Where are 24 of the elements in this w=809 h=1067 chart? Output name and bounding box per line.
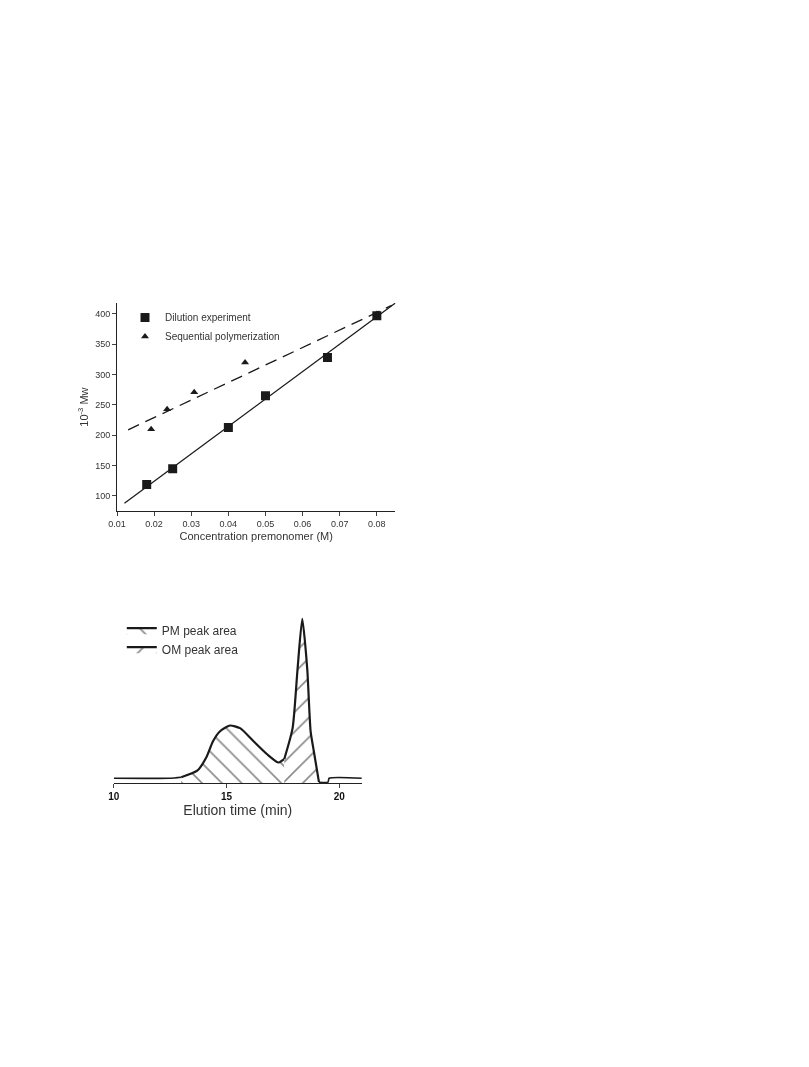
x-tick-label: 15 xyxy=(220,791,233,803)
legend-label: PM peak area xyxy=(161,623,237,638)
legend-label: Sequential polymerization xyxy=(165,331,280,343)
legend-label: Dilution experiment xyxy=(165,312,251,324)
x-tick-label: 0.06 xyxy=(293,518,312,529)
x-axis-title: Elution time (min) xyxy=(183,802,293,819)
x-tick-label: 0.08 xyxy=(368,518,386,529)
x-tick-label: 0.01 xyxy=(108,518,126,529)
y-tick-label: 150 xyxy=(95,460,111,471)
x-tick-label: 10 xyxy=(108,791,120,803)
legend-label: OM peak area xyxy=(161,642,239,657)
x-tick-label: 0.02 xyxy=(145,518,163,529)
y-tick-label: 100 xyxy=(95,491,111,502)
y-tick-label: 350 xyxy=(95,339,111,350)
y-tick-label: 250 xyxy=(95,400,111,411)
x-axis-title: Concentration premonomer (M) xyxy=(179,530,333,543)
x-tick-label: 0.03 xyxy=(182,518,201,529)
x-tick-label: 0.07 xyxy=(330,518,349,529)
y-tick-label: 300 xyxy=(95,369,111,380)
x-tick-label: 0.04 xyxy=(219,518,238,529)
x-tick-label: 0.05 xyxy=(256,518,275,529)
y-tick-label: 400 xyxy=(95,309,111,320)
y-tick-label: 200 xyxy=(95,430,111,441)
x-tick-label: 20 xyxy=(333,791,346,803)
